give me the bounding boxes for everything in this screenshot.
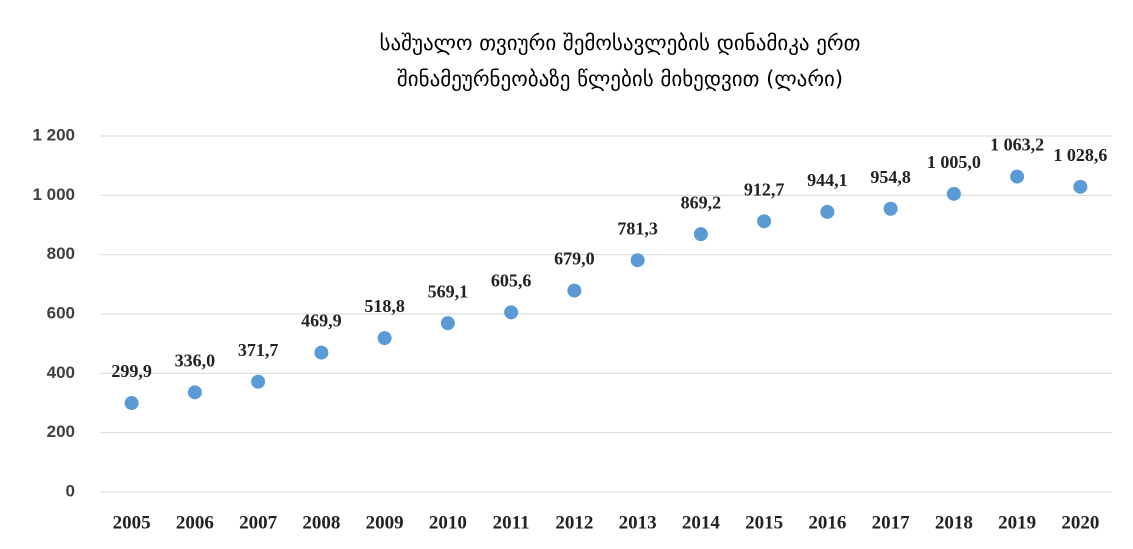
data-point (440, 316, 455, 331)
data-point (567, 283, 582, 298)
x-tick-label: 2020 (1061, 512, 1099, 533)
data-point (187, 385, 202, 400)
data-label: 679,0 (554, 249, 595, 269)
data-label: 912,7 (744, 179, 785, 199)
data-point (251, 374, 266, 389)
x-tick-label: 2019 (998, 512, 1036, 533)
data-label: 605,6 (491, 270, 532, 290)
x-tick-label: 2009 (366, 512, 404, 533)
data-label: 954,8 (870, 167, 911, 187)
y-tick-label: 1 200 (32, 125, 75, 144)
x-tick-label: 2017 (872, 512, 911, 533)
data-label: 781,3 (617, 218, 658, 238)
data-label: 944,1 (807, 170, 848, 190)
x-tick-label: 2011 (493, 512, 530, 533)
y-tick-label: 200 (47, 422, 75, 441)
x-tick-label: 2016 (808, 512, 846, 533)
x-tick-label: 2015 (745, 512, 783, 533)
x-tick-label: 2014 (682, 512, 721, 533)
data-point (1010, 169, 1025, 184)
data-label: 518,8 (364, 296, 405, 316)
data-point (630, 253, 645, 268)
chart-title: საშუალო თვიური შემოსავლების დინამიკა ერთ (380, 31, 861, 55)
chart-title: შინამეურნეობაზე წლების მიხედვით (ლარი) (397, 67, 843, 91)
x-tick-label: 2008 (302, 512, 340, 533)
data-point (1073, 179, 1088, 194)
data-point (757, 214, 772, 229)
x-tick-label: 2005 (113, 512, 151, 533)
y-tick-label: 800 (47, 244, 75, 263)
data-point (946, 186, 961, 201)
y-tick-label: 0 (66, 481, 75, 500)
y-tick-label: 400 (47, 363, 75, 382)
data-label: 1 063,2 (990, 135, 1044, 155)
x-tick-label: 2006 (176, 512, 214, 533)
data-point (377, 331, 392, 346)
x-tick-label: 2007 (239, 512, 278, 533)
x-tick-label: 2018 (935, 512, 973, 533)
data-label: 371,7 (238, 340, 279, 360)
y-tick-label: 1 000 (32, 185, 75, 204)
data-label: 1 028,6 (1053, 145, 1107, 165)
data-label: 569,1 (428, 281, 469, 301)
data-label: 469,9 (301, 311, 342, 331)
data-point (883, 201, 898, 216)
data-label: 299,9 (111, 361, 152, 381)
data-point (820, 204, 835, 219)
data-point (693, 227, 708, 242)
data-label: 336,0 (175, 350, 216, 370)
data-point (124, 396, 139, 411)
x-tick-label: 2012 (555, 512, 593, 533)
data-point (504, 305, 519, 320)
y-tick-label: 600 (47, 303, 75, 322)
data-point (314, 345, 329, 360)
data-label: 869,2 (681, 192, 722, 212)
x-tick-label: 2013 (619, 512, 657, 533)
x-tick-label: 2010 (429, 512, 467, 533)
data-label: 1 005,0 (927, 152, 981, 172)
